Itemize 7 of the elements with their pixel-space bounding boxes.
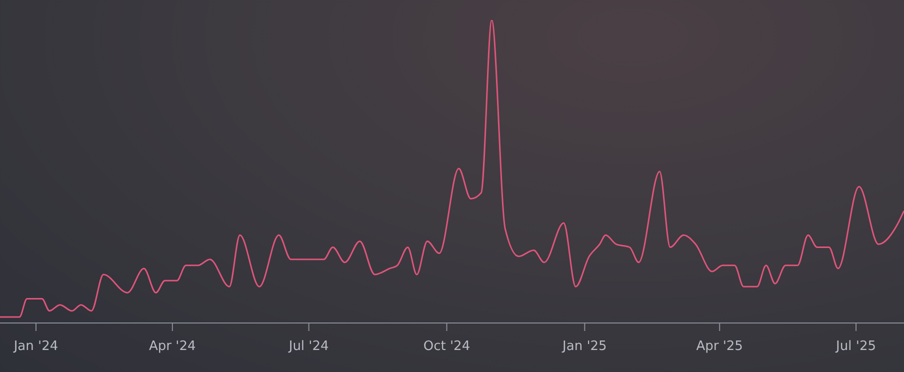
- x-tick-label: Jul '25: [835, 339, 876, 354]
- x-tick-label: Apr '25: [696, 339, 743, 354]
- x-tick-label: Jan '25: [562, 339, 607, 354]
- x-tick-label: Jan '24: [12, 339, 58, 354]
- x-tick-label: Oct '24: [423, 339, 470, 354]
- x-tick-label: Apr '24: [149, 339, 196, 354]
- x-tick-label: Jul '24: [288, 339, 329, 354]
